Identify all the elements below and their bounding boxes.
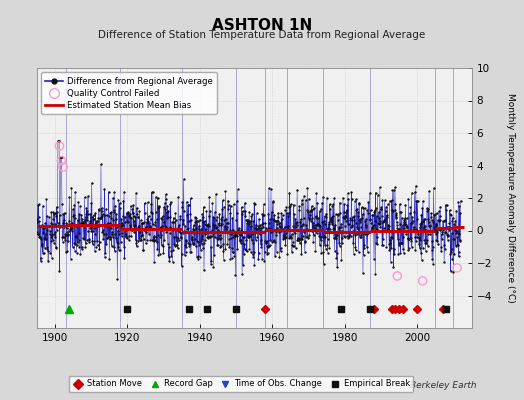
Legend: Difference from Regional Average, Quality Control Failed, Estimated Station Mean: Difference from Regional Average, Qualit… (41, 72, 217, 114)
Point (57, 158, 66, 164)
Point (59, 164, 67, 170)
Point (453, 265, 461, 271)
Y-axis label: Monthly Temperature Anomaly Difference (°C): Monthly Temperature Anomaly Difference (… (506, 93, 515, 303)
Text: Difference of Station Temperature Data from Regional Average: Difference of Station Temperature Data f… (99, 30, 425, 40)
Point (56, 143, 64, 149)
Text: ASHTON 1N: ASHTON 1N (212, 18, 312, 33)
Point (393, 273, 401, 279)
Legend: Station Move, Record Gap, Time of Obs. Change, Empirical Break: Station Move, Record Gap, Time of Obs. C… (69, 376, 413, 392)
Point (419, 278, 427, 284)
Text: Berkeley Earth: Berkeley Earth (410, 381, 477, 390)
